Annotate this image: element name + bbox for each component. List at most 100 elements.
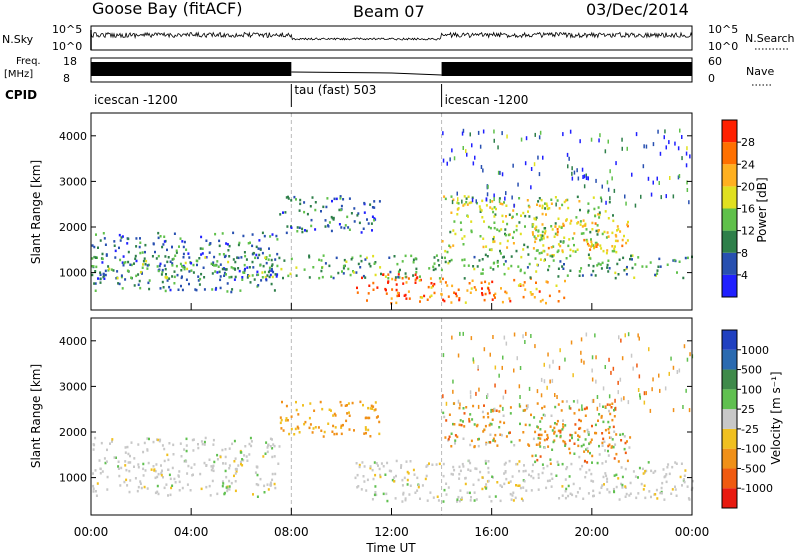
range-time-cell [397,270,400,273]
range-time-cell [99,273,102,276]
power-frame [90,112,693,311]
range-time-cell [479,235,482,238]
range-time-cell [423,294,426,298]
range-time-cell [340,424,343,427]
range-time-cell [512,499,515,502]
range-time-cell [543,259,546,262]
range-time-cell [623,447,626,451]
range-time-cell [619,433,622,436]
colorbar-swatch [722,389,737,410]
range-time-cell [319,400,322,404]
range-time-cell [274,258,277,261]
cpid-label: CPID [5,88,37,102]
range-time-cell [199,472,202,476]
range-time-cell [518,403,521,408]
range-time-cell [626,459,629,463]
range-time-cell [266,274,269,277]
range-time-cell [491,207,494,211]
range-time-cell [377,464,379,467]
range-time-cell [628,494,631,497]
range-time-cell [687,497,690,500]
range-time-cell [346,215,349,219]
range-time-cell [528,473,530,477]
range-time-cell [181,288,184,292]
range-time-cell [232,231,235,235]
range-time-cell [245,258,248,261]
range-time-cell [549,458,552,461]
range-time-cell [562,222,565,226]
range-time-cell [174,481,177,484]
range-time-cell [502,355,504,360]
range-time-cell [532,437,535,441]
range-time-cell [320,429,323,432]
range-time-cell [154,469,157,473]
range-time-cell [584,438,587,441]
range-time-cell [91,244,94,247]
range-time-cell [110,268,113,271]
range-time-cell [180,284,182,288]
range-time-cell [679,128,681,133]
range-time-cell [555,284,558,287]
range-time-cell [652,377,654,382]
range-time-cell [463,203,466,206]
range-time-cell [284,419,287,422]
range-time-cell [156,475,159,479]
range-time-cell [350,258,353,261]
range-time-cell [678,174,681,178]
range-time-cell [504,196,506,201]
range-time-cell [546,433,549,437]
freq-unit-label: [MHz] [4,69,33,80]
range-time-cell [545,280,548,283]
range-time-cell [146,448,149,451]
range-time-cell [594,274,597,277]
range-time-cell [175,264,178,268]
range-time-cell [137,283,140,286]
range-time-cell [587,431,590,434]
range-time-cell [650,192,653,197]
range-time-cell [508,297,511,300]
range-time-cell [161,280,164,284]
range-time-cell [607,259,610,262]
range-time-cell [439,280,442,283]
range-time-cell [513,332,516,337]
y-tick-label: 2000 [59,426,87,439]
range-time-cell [635,132,638,137]
range-time-cell [631,254,634,257]
range-time-cell [359,400,362,404]
range-time-cell [608,200,611,204]
range-time-cell [478,437,480,441]
range-time-cell [271,438,273,441]
range-time-cell [222,482,225,485]
range-time-cell [518,221,521,224]
range-time-cell [301,230,304,234]
range-time-cell [608,425,611,429]
range-time-cell [332,424,335,428]
range-time-cell [479,144,482,149]
range-time-cell [504,228,507,231]
range-time-cell [548,364,551,369]
range-time-cell [467,264,470,267]
range-time-cell [580,337,583,342]
range-time-cell [342,267,345,270]
range-time-cell [604,149,607,154]
range-time-cell [523,281,526,284]
range-time-cell [426,464,429,467]
range-time-cell [635,496,638,500]
range-time-cell [200,253,203,256]
range-time-cell [626,224,629,228]
range-time-cell [189,489,192,492]
range-time-cell [269,235,272,238]
range-time-cell [348,414,351,417]
range-time-cell [524,469,527,473]
range-time-cell [456,500,458,503]
range-time-cell [544,232,546,235]
range-time-cell [348,197,351,200]
range-time-cell [483,347,486,352]
range-time-cell [478,259,481,262]
range-time-cell [452,379,454,384]
range-time-cell [596,224,599,227]
range-time-cell [504,233,507,237]
range-time-cell [342,264,345,268]
range-time-cell [448,413,451,416]
